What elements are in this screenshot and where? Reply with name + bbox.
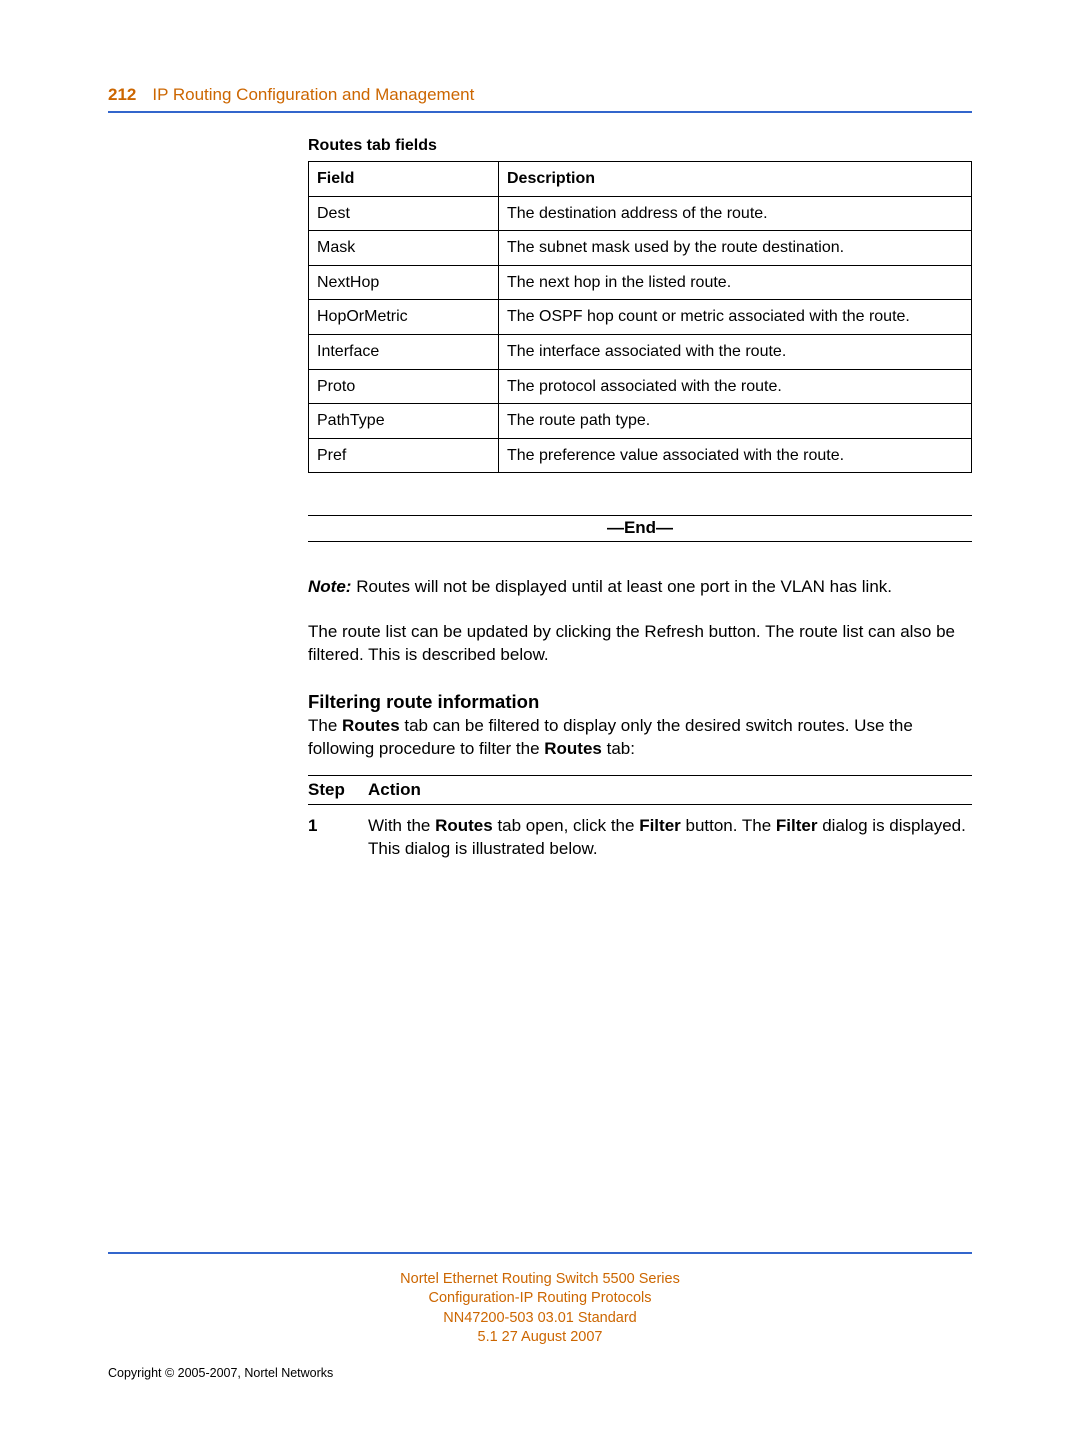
step-row: 1 With the Routes tab open, click the Fi… xyxy=(308,815,972,861)
step-number: 1 xyxy=(308,815,368,861)
footer-rule xyxy=(108,1252,972,1254)
text: With the xyxy=(368,816,435,835)
step-header-step: Step xyxy=(308,780,368,800)
cell-desc: The subnet mask used by the route destin… xyxy=(499,231,972,266)
section-heading: Filtering route information xyxy=(308,691,972,713)
header-rule xyxy=(108,111,972,113)
cell-desc: The interface associated with the route. xyxy=(499,334,972,369)
table-row: DestThe destination address of the route… xyxy=(309,196,972,231)
th-field: Field xyxy=(309,162,499,197)
header-title: IP Routing Configuration and Management xyxy=(152,85,474,105)
bold-text: Routes xyxy=(544,739,602,758)
table-row: MaskThe subnet mask used by the route de… xyxy=(309,231,972,266)
page-header: 212 IP Routing Configuration and Managem… xyxy=(108,85,972,105)
bold-text: Filter xyxy=(776,816,818,835)
cell-field: PathType xyxy=(309,404,499,439)
cell-field: Dest xyxy=(309,196,499,231)
cell-field: NextHop xyxy=(309,265,499,300)
table-caption: Routes tab fields xyxy=(308,137,972,155)
footer-line-3: NN47200-503 03.01 Standard xyxy=(108,1309,972,1329)
text: tab open, click the xyxy=(493,816,639,835)
text: button. The xyxy=(681,816,776,835)
cell-desc: The preference value associated with the… xyxy=(499,438,972,473)
note-paragraph: Note: Routes will not be displayed until… xyxy=(308,576,972,599)
bold-text: Routes xyxy=(435,816,493,835)
table-row: PrefThe preference value associated with… xyxy=(309,438,972,473)
bold-text: Routes xyxy=(342,716,400,735)
cell-desc: The route path type. xyxy=(499,404,972,439)
footer-line-1: Nortel Ethernet Routing Switch 5500 Seri… xyxy=(108,1270,972,1290)
table-row: HopOrMetricThe OSPF hop count or metric … xyxy=(309,300,972,335)
footer-line-4: 5.1 27 August 2007 xyxy=(108,1328,972,1348)
cell-field: HopOrMetric xyxy=(309,300,499,335)
cell-desc: The OSPF hop count or metric associated … xyxy=(499,300,972,335)
table-row: PathTypeThe route path type. xyxy=(309,404,972,439)
copyright: Copyright © 2005-2007, Nortel Networks xyxy=(108,1366,333,1380)
cell-field: Pref xyxy=(309,438,499,473)
routes-fields-table: Field Description DestThe destination ad… xyxy=(308,161,972,473)
cell-field: Interface xyxy=(309,334,499,369)
cell-desc: The destination address of the route. xyxy=(499,196,972,231)
table-row: NextHopThe next hop in the listed route. xyxy=(309,265,972,300)
footer: Nortel Ethernet Routing Switch 5500 Seri… xyxy=(108,1252,972,1348)
end-block: —End— xyxy=(308,515,972,542)
end-label: —End— xyxy=(308,516,972,542)
page-number: 212 xyxy=(108,85,136,105)
filter-intro: The Routes tab can be filtered to displa… xyxy=(308,715,972,761)
cell-field: Proto xyxy=(309,369,499,404)
th-description: Description xyxy=(499,162,972,197)
cell-desc: The next hop in the listed route. xyxy=(499,265,972,300)
step-header: Step Action xyxy=(308,775,972,805)
bold-text: Filter xyxy=(639,816,681,835)
step-text: With the Routes tab open, click the Filt… xyxy=(368,815,972,861)
text: The xyxy=(308,716,342,735)
cell-desc: The protocol associated with the route. xyxy=(499,369,972,404)
note-prefix: Note: xyxy=(308,577,351,596)
cell-field: Mask xyxy=(309,231,499,266)
table-row: InterfaceThe interface associated with t… xyxy=(309,334,972,369)
refresh-paragraph: The route list can be updated by clickin… xyxy=(308,621,972,667)
step-header-action: Action xyxy=(368,780,972,800)
note-text: Routes will not be displayed until at le… xyxy=(356,577,892,596)
footer-line-2: Configuration-IP Routing Protocols xyxy=(108,1289,972,1309)
text: tab: xyxy=(602,739,635,758)
table-row: ProtoThe protocol associated with the ro… xyxy=(309,369,972,404)
